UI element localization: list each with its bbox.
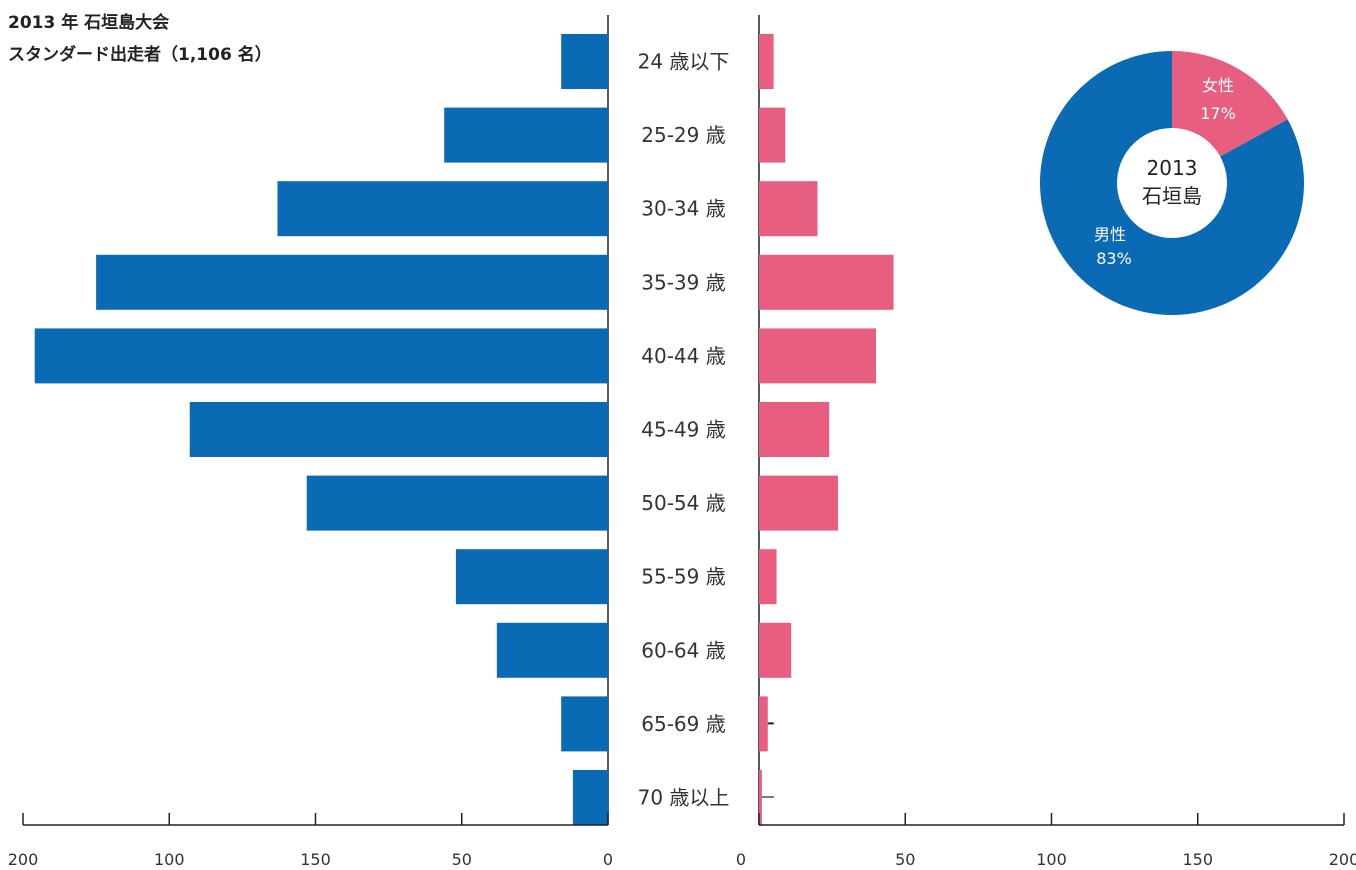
pie-percent-male: 83% <box>1096 249 1132 268</box>
male-bar-10 <box>572 770 608 825</box>
left-tick-label-3: 100 <box>154 850 185 869</box>
pie-label-male: 男性 <box>1094 225 1126 244</box>
pie-label-female: 女性 <box>1202 76 1234 95</box>
male-bar-7 <box>455 549 608 605</box>
left-tick-label-0: 0 <box>603 850 613 869</box>
male-bar-1 <box>444 107 608 163</box>
female-bar-2 <box>759 181 818 237</box>
female-bar-3 <box>759 254 894 310</box>
left-tick-label-1: 50 <box>452 850 472 869</box>
female-bar-0 <box>759 34 774 89</box>
category-label-9: 65-69 歳 <box>641 712 725 736</box>
male-bar-3 <box>96 254 608 310</box>
category-label-6: 50-54 歳 <box>641 491 725 515</box>
female-bar-4 <box>759 328 876 384</box>
male-bar-0 <box>561 34 608 89</box>
category-label-7: 55-59 歳 <box>641 565 725 589</box>
category-label-8: 60-64 歳 <box>641 638 725 662</box>
right-tick-label-4: 200 <box>1329 850 1356 869</box>
male-bar-2 <box>277 181 608 237</box>
female-bar-6 <box>759 475 838 531</box>
female-bar-8 <box>759 622 792 678</box>
category-label-2: 30-34 歳 <box>641 197 725 221</box>
pie-slice-1 <box>1040 51 1304 315</box>
chart-title-line1: 2013 年 石垣島大会 <box>8 13 170 33</box>
left-tick-label-4: 200 <box>8 850 39 869</box>
category-label-5: 45-49 歳 <box>641 418 725 442</box>
right-tick-label-2: 100 <box>1036 850 1067 869</box>
pie-slice-0 <box>1172 51 1288 157</box>
category-label-3: 35-39 歳 <box>641 270 725 294</box>
left-tick-label-2: 150 <box>300 850 331 869</box>
category-label-1: 25-29 歳 <box>641 123 725 147</box>
female-bar-1 <box>759 107 786 163</box>
pie-percent-female: 17% <box>1200 104 1236 123</box>
chart-title-line2: スタンダード出走者（1,106 名） <box>8 45 272 65</box>
pie-center-place: 石垣島 <box>1142 184 1202 208</box>
male-bar-8 <box>496 622 608 678</box>
pie-center-year: 2013 <box>1147 156 1198 180</box>
right-tick-label-3: 150 <box>1182 850 1213 869</box>
male-bar-4 <box>34 328 608 384</box>
male-bar-9 <box>561 696 608 752</box>
category-label-0: 24 歳以下 <box>638 50 730 74</box>
right-tick-label-0: 0 <box>736 850 746 869</box>
category-label-4: 40-44 歳 <box>641 344 725 368</box>
female-bar-5 <box>759 402 830 457</box>
category-label-10: 70 歳以上 <box>638 786 730 810</box>
female-bar-10 <box>759 770 762 825</box>
male-bar-5 <box>189 402 608 457</box>
right-tick-label-1: 50 <box>895 850 915 869</box>
female-bar-9 <box>759 696 768 752</box>
female-bar-7 <box>759 549 777 605</box>
male-bar-6 <box>306 475 608 531</box>
